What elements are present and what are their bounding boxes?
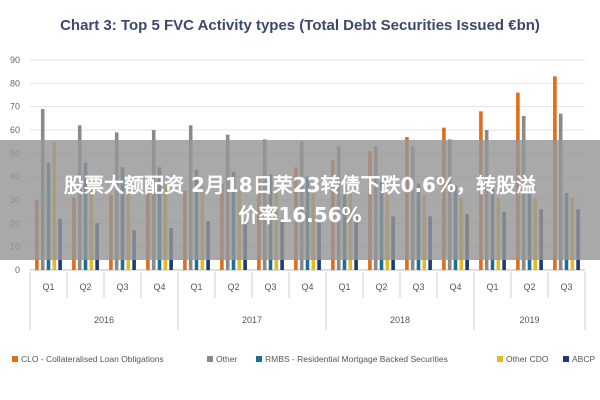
- x-group-label: 2019: [519, 315, 539, 325]
- legend-label: Other: [216, 354, 237, 364]
- x-tick-label: Q3: [116, 282, 128, 292]
- y-tick-label: 0: [15, 265, 20, 275]
- x-tick-label: Q3: [412, 282, 424, 292]
- legend-swatch: [497, 356, 503, 362]
- y-tick-label: 90: [10, 55, 20, 65]
- x-tick-label: Q4: [153, 282, 165, 292]
- x-tick-label: Q2: [375, 282, 387, 292]
- x-axis: Q1 Q2 Q3 Q4 Q1 Q2 Q3 Q4 Q1 Q2 Q3 Q4 Q1 Q2 Q3 2016 2017 20…: [29, 272, 586, 330]
- x-tick-label: Q2: [79, 282, 91, 292]
- x-group-label: 2017: [242, 315, 262, 325]
- x-group-label: 2018: [390, 315, 410, 325]
- y-tick-label: 70: [10, 102, 20, 112]
- y-tick-label: 60: [10, 125, 20, 135]
- x-tick-label: Q1: [486, 282, 498, 292]
- legend-swatch: [207, 356, 213, 362]
- x-tick-label: Q4: [449, 282, 461, 292]
- legend-label: Other CDO: [506, 354, 549, 364]
- x-tick-label: Q1: [42, 282, 54, 292]
- legend-swatch: [563, 356, 569, 362]
- x-tick-label: Q3: [264, 282, 276, 292]
- legend-label: RMBS - Residential Mortgage Backed Secur…: [265, 354, 448, 364]
- overlay-banner: 股票大额配资 2月18日荣23转债下跌0.6%，转股溢 价率16.56%: [0, 140, 600, 260]
- x-group-label: 2016: [94, 315, 114, 325]
- x-tick-label: Q1: [190, 282, 202, 292]
- banner-line-1: 股票大额配资 2月18日荣23转债下跌0.6%，转股溢: [63, 173, 536, 197]
- legend-swatch: [12, 356, 18, 362]
- y-tick-label: 80: [10, 78, 20, 88]
- legend-label: CLO - Collateralised Loan Obligations: [21, 354, 164, 364]
- x-tick-label: Q4: [301, 282, 313, 292]
- legend-swatch: [256, 356, 262, 362]
- x-tick-label: Q3: [560, 282, 572, 292]
- legend: CLO - Collateralised Loan Obligations Oth…: [12, 354, 595, 364]
- chart-title: Chart 3: Top 5 FVC Activity types (Total…: [60, 17, 540, 34]
- x-tick-label: Q2: [523, 282, 535, 292]
- banner-line-2: 价率16.56%: [238, 203, 362, 227]
- x-tick-label: Q1: [338, 282, 350, 292]
- x-tick-label: Q2: [227, 282, 239, 292]
- legend-label: ABCP: [572, 354, 595, 364]
